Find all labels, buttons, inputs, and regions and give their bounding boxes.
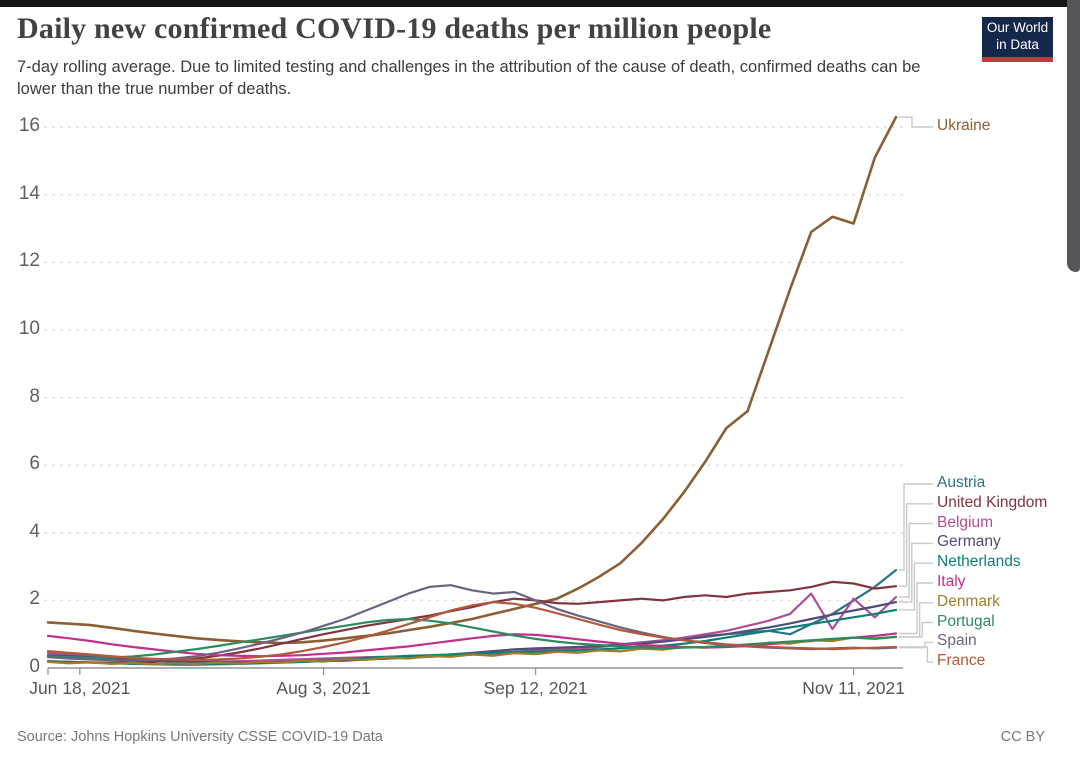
scrollbar-thumb[interactable] [1067,0,1080,272]
y-tick-label-8: 8 [29,385,40,407]
series-line-portugal[interactable] [46,617,898,660]
series-line-united-kingdom[interactable] [46,580,898,664]
cc-by-license: CC BY [1000,729,1045,745]
legend-label-united-kingdom[interactable]: United Kingdom [937,493,1048,511]
legend-connector-Ukraine [899,116,933,128]
page-subtitle: 7-day rolling average. Due to limited te… [17,58,921,98]
source-text: Source: Johns Hopkins University CSSE CO… [17,729,383,745]
legend-connector-Portugal [899,621,933,638]
legend-label-germany[interactable]: Germany [937,533,1001,551]
legend-label-france[interactable]: France [937,652,986,670]
legend-connector-Italy [899,582,933,635]
x-tick-label: Jun 18, 2021 [29,678,131,698]
y-tick-label-10: 10 [18,318,40,339]
series-line-austria[interactable] [46,568,898,665]
series-line-france[interactable] [46,600,898,662]
legend-label-denmark[interactable]: Denmark [937,592,1000,610]
y-tick-label-0: 0 [29,656,40,677]
series-line-spain[interactable] [46,584,898,662]
y-tick-label-16: 16 [18,115,40,137]
owid-logo-line1: Our World [986,20,1049,36]
y-tick-label-6: 6 [29,453,40,475]
page-title: Daily new confirmed COVID-19 deaths per … [17,12,772,45]
x-tick-label: Nov 11, 2021 [802,678,905,698]
legend-connector-Germany [899,542,933,603]
x-tick-label: Sep 12, 2021 [483,678,588,698]
y-tick-label-2: 2 [29,588,40,610]
legend-label-austria[interactable]: Austria [937,474,986,491]
legend-label-italy[interactable]: Italy [937,573,966,590]
y-tick-label-12: 12 [18,250,40,272]
legend-label-belgium[interactable]: Belgium [937,513,993,531]
top-edge-bar [0,0,1080,7]
legend-label-portugal[interactable]: Portugal [937,612,995,630]
legend-label-netherlands[interactable]: Netherlands [937,553,1021,571]
legend-connector-United Kingdom [899,503,933,587]
legend-label-spain[interactable]: Spain [937,632,977,650]
legend-label-ukraine[interactable]: Ukraine [937,117,991,134]
y-tick-label-14: 14 [18,182,40,204]
y-tick-label-4: 4 [29,520,40,542]
legend-connector-Belgium [899,522,933,598]
legend-connector-Denmark [899,602,933,638]
x-tick-label: Aug 3, 2021 [276,678,371,698]
series-line-ukraine[interactable] [46,115,898,645]
legend-connector-Netherlands [899,562,933,611]
legend-connector-France [899,646,933,663]
legend-connector-Austria [899,483,933,571]
owid-logo-line2: in Data [996,37,1039,52]
owid-logo: Our World in Data [982,17,1053,62]
